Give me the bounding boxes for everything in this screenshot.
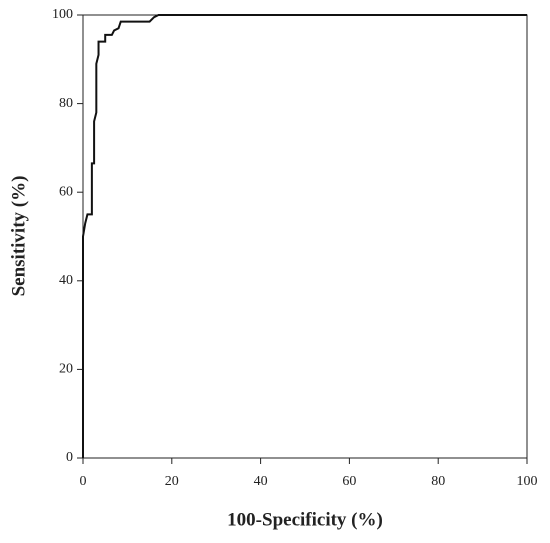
y-axis-title: Sensitivity (%) xyxy=(8,176,29,297)
plot-frame xyxy=(82,14,528,459)
x-axis-title: 100-Specificity (%) xyxy=(227,509,383,530)
x-tick-label: 60 xyxy=(342,474,356,489)
y-tick-label: 40 xyxy=(59,273,73,288)
y-tick-label: 0 xyxy=(66,450,73,465)
y-tick-label: 60 xyxy=(59,184,73,199)
y-tick-label: 80 xyxy=(59,96,73,111)
x-tick-label: 40 xyxy=(254,474,268,489)
y-tick-label: 20 xyxy=(59,362,73,377)
roc-curve xyxy=(82,14,527,458)
x-tick-label: 0 xyxy=(80,474,87,489)
y-tick-label: 100 xyxy=(52,7,73,22)
x-tick-label: 100 xyxy=(517,474,538,489)
x-tick-label: 20 xyxy=(165,474,179,489)
x-tick-label: 80 xyxy=(431,474,445,489)
